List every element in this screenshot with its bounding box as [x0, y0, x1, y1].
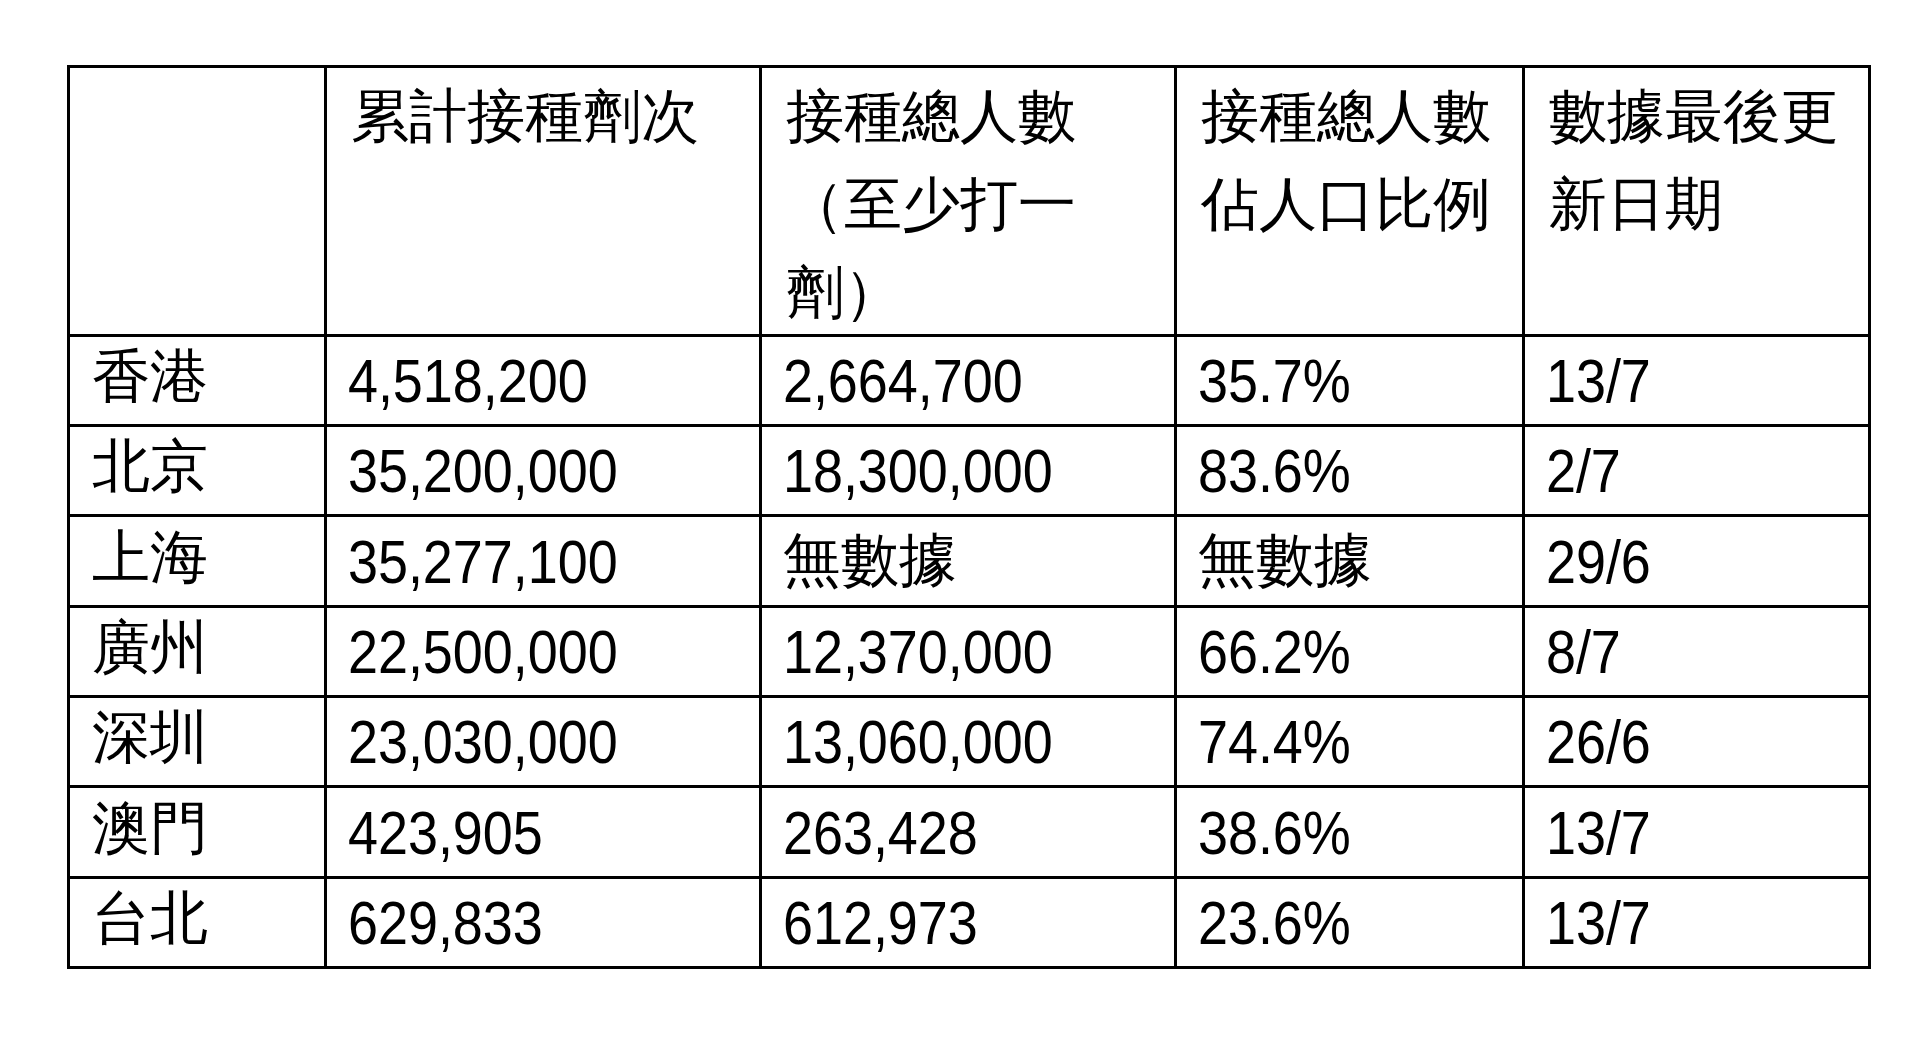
row-2-last-updated: 29/6	[1525, 517, 1868, 605]
row-3-cumulative-doses-text: 22,500,000	[327, 616, 618, 687]
row-5-last-updated: 13/7	[1525, 788, 1868, 876]
row-1-last-updated-text: 2/7	[1525, 435, 1621, 506]
row-0-last-updated-text: 13/7	[1525, 345, 1651, 416]
row-2-cumulative-doses-text: 35,277,100	[327, 526, 618, 597]
row-2-cumulative-doses: 35,277,100	[327, 517, 759, 605]
row-6-population-percentage-text: 23.6%	[1177, 887, 1351, 958]
row-6-city-text: 台北	[70, 880, 208, 965]
row-0-total-vaccinated-text: 2,664,700	[762, 345, 1023, 416]
row-3-last-updated: 8/7	[1525, 608, 1868, 695]
row-1-city: 北京	[70, 427, 324, 514]
row-5-last-updated-text: 13/7	[1525, 797, 1651, 868]
row-0-total-vaccinated: 2,664,700	[762, 337, 1174, 424]
row-4-population-percentage: 74.4%	[1177, 698, 1522, 785]
row-5-cumulative-doses-text: 423,905	[327, 797, 543, 868]
row-0-population-percentage-text: 35.7%	[1177, 345, 1351, 416]
row-1-city-text: 北京	[70, 428, 208, 513]
row-1-total-vaccinated: 18,300,000	[762, 427, 1174, 514]
row-6-total-vaccinated: 612,973	[762, 879, 1174, 966]
row-0-city-text: 香港	[70, 338, 208, 423]
row-0-city: 香港	[70, 337, 324, 424]
row-0-last-updated: 13/7	[1525, 337, 1868, 424]
header-corner	[70, 68, 324, 334]
row-2-population-percentage: 無數據	[1177, 517, 1522, 605]
row-1-total-vaccinated-text: 18,300,000	[762, 435, 1053, 506]
row-5-total-vaccinated: 263,428	[762, 788, 1174, 876]
vaccination-table: 累計接種劑次接種總人數 （至少打一 劑） 接種總人數 佔人口比例數據最後更 新日期…	[67, 65, 1871, 969]
row-4-total-vaccinated-text: 13,060,000	[762, 706, 1053, 777]
column-header-cumulative-doses: 累計接種劑次	[327, 68, 759, 334]
row-5-cumulative-doses: 423,905	[327, 788, 759, 876]
row-3-total-vaccinated: 12,370,000	[762, 608, 1174, 695]
row-4-city-text: 深圳	[70, 699, 208, 784]
column-header-total-vaccinated-text: 接種總人數 （至少打一 劑）	[762, 72, 1082, 334]
row-5-city-text: 澳門	[70, 790, 208, 875]
row-4-city: 深圳	[70, 698, 324, 785]
row-3-city: 廣州	[70, 608, 324, 695]
row-1-population-percentage-text: 83.6%	[1177, 435, 1351, 506]
row-0-cumulative-doses-text: 4,518,200	[327, 345, 588, 416]
column-header-last-updated-text: 數據最後更 新日期	[1525, 72, 1845, 248]
row-4-cumulative-doses-text: 23,030,000	[327, 706, 618, 777]
row-6-last-updated: 13/7	[1525, 879, 1868, 966]
row-4-last-updated-text: 26/6	[1525, 706, 1651, 777]
row-5-population-percentage-text: 38.6%	[1177, 797, 1351, 868]
row-3-city-text: 廣州	[70, 609, 208, 694]
row-0-cumulative-doses: 4,518,200	[327, 337, 759, 424]
row-2-last-updated-text: 29/6	[1525, 526, 1651, 597]
column-header-cumulative-doses-text: 累計接種劑次	[327, 72, 705, 160]
row-6-last-updated-text: 13/7	[1525, 887, 1651, 958]
row-2-city: 上海	[70, 517, 324, 605]
row-4-population-percentage-text: 74.4%	[1177, 706, 1351, 777]
column-header-population-percentage: 接種總人數 佔人口比例	[1177, 68, 1522, 334]
row-0-population-percentage: 35.7%	[1177, 337, 1522, 424]
row-5-city: 澳門	[70, 788, 324, 876]
row-1-last-updated: 2/7	[1525, 427, 1868, 514]
column-header-population-percentage-text: 接種總人數 佔人口比例	[1177, 72, 1497, 248]
row-4-cumulative-doses: 23,030,000	[327, 698, 759, 785]
row-2-total-vaccinated-text: 無數據	[762, 522, 957, 600]
row-2-population-percentage-text: 無數據	[1177, 522, 1372, 600]
row-1-cumulative-doses: 35,200,000	[327, 427, 759, 514]
row-4-total-vaccinated: 13,060,000	[762, 698, 1174, 785]
row-3-population-percentage: 66.2%	[1177, 608, 1522, 695]
row-1-population-percentage: 83.6%	[1177, 427, 1522, 514]
row-3-total-vaccinated-text: 12,370,000	[762, 616, 1053, 687]
row-5-population-percentage: 38.6%	[1177, 788, 1522, 876]
row-3-last-updated-text: 8/7	[1525, 616, 1621, 687]
column-header-last-updated: 數據最後更 新日期	[1525, 68, 1868, 334]
row-3-population-percentage-text: 66.2%	[1177, 616, 1351, 687]
row-5-total-vaccinated-text: 263,428	[762, 797, 978, 868]
row-6-total-vaccinated-text: 612,973	[762, 887, 978, 958]
row-3-cumulative-doses: 22,500,000	[327, 608, 759, 695]
row-2-total-vaccinated: 無數據	[762, 517, 1174, 605]
column-header-total-vaccinated: 接種總人數 （至少打一 劑）	[762, 68, 1174, 334]
row-6-cumulative-doses: 629,833	[327, 879, 759, 966]
row-2-city-text: 上海	[70, 519, 208, 604]
row-6-population-percentage: 23.6%	[1177, 879, 1522, 966]
row-6-city: 台北	[70, 879, 324, 966]
row-6-cumulative-doses-text: 629,833	[327, 887, 543, 958]
row-1-cumulative-doses-text: 35,200,000	[327, 435, 618, 506]
row-4-last-updated: 26/6	[1525, 698, 1868, 785]
